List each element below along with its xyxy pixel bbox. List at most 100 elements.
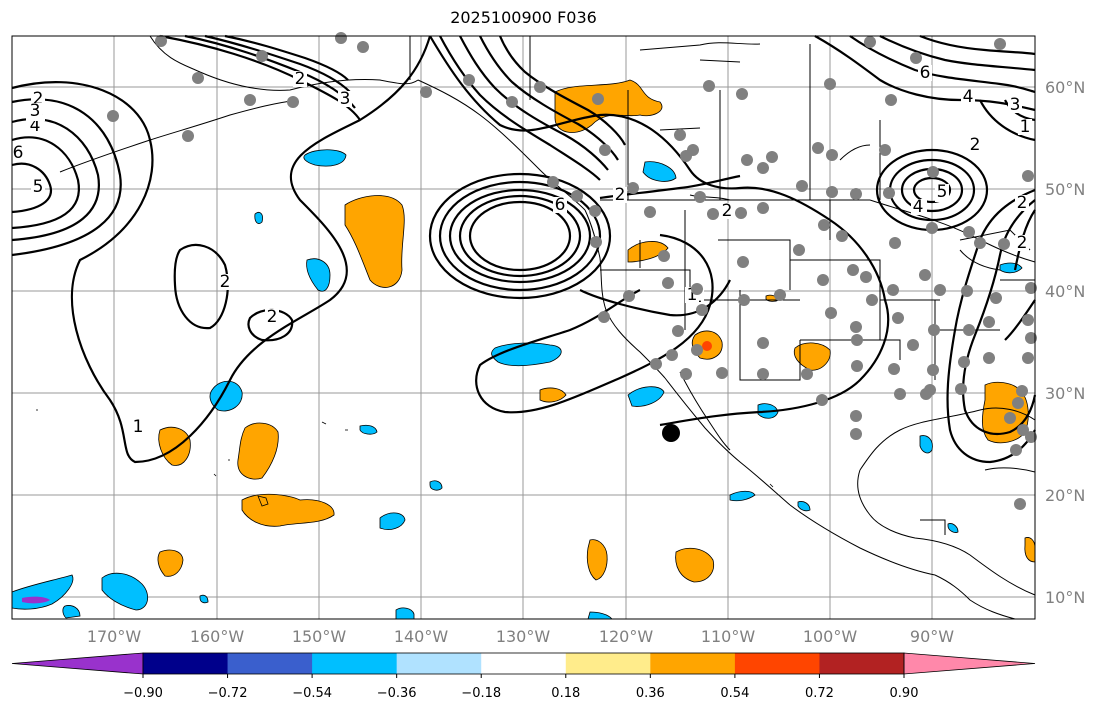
station-dot bbox=[1014, 498, 1026, 510]
station-dot bbox=[644, 206, 656, 218]
lon-label: 130°W bbox=[496, 627, 551, 646]
lat-label: 10°N bbox=[1045, 588, 1085, 607]
station-dot bbox=[1004, 412, 1016, 424]
station-dot bbox=[107, 110, 119, 122]
contour-label: 1 bbox=[687, 285, 698, 305]
contour-label: 2 bbox=[33, 89, 44, 109]
station-dot bbox=[599, 144, 611, 156]
station-dot bbox=[887, 284, 899, 296]
contour-label-halo bbox=[28, 103, 42, 119]
station-dot bbox=[287, 96, 299, 108]
station-dot bbox=[793, 244, 805, 256]
station-dot bbox=[506, 96, 518, 108]
contour-label-halo bbox=[1008, 97, 1022, 113]
contour-label: 4 bbox=[963, 87, 974, 107]
station-dot bbox=[571, 190, 583, 202]
colorbar-tick-label: −0.90 bbox=[123, 686, 163, 701]
contour-label: 4 bbox=[30, 116, 41, 136]
station-dot bbox=[894, 388, 906, 400]
station-dot bbox=[1022, 314, 1034, 326]
contour-label-halo bbox=[1018, 119, 1032, 135]
station-dot bbox=[817, 274, 829, 286]
contour-label-halo bbox=[28, 118, 42, 134]
strong-negative-region bbox=[22, 596, 50, 604]
station-dot bbox=[860, 271, 872, 283]
station-dot bbox=[812, 142, 824, 154]
contour-label: 3 bbox=[30, 101, 41, 121]
colorbar-tick-labels: −0.90 −0.72 −0.54 −0.36 −0.18 0.18 0.36 0.54 0.7… bbox=[123, 674, 918, 701]
lon-label: 120°W bbox=[599, 627, 654, 646]
station-dot bbox=[866, 294, 878, 306]
station-dot bbox=[883, 187, 895, 199]
station-dot bbox=[696, 304, 708, 316]
colorbar-bin-2 bbox=[312, 653, 398, 674]
station-dot bbox=[801, 368, 813, 380]
station-dot bbox=[927, 166, 939, 178]
station-dot bbox=[256, 50, 268, 62]
station-dot bbox=[672, 325, 684, 337]
station-dot bbox=[974, 237, 986, 249]
contour-label-halo bbox=[911, 199, 925, 215]
station-dot bbox=[927, 364, 939, 376]
contour-label: 5 bbox=[33, 177, 44, 197]
station-dot bbox=[674, 129, 686, 141]
station-dot bbox=[928, 324, 940, 336]
map-title: 2025100900 F036 bbox=[450, 8, 597, 27]
contour-label-halo bbox=[961, 89, 975, 105]
contour-label: 6 bbox=[555, 195, 566, 215]
station-dot bbox=[420, 86, 432, 98]
lat-label: 60°N bbox=[1045, 78, 1085, 97]
contour-label-halo bbox=[1015, 195, 1029, 211]
contour-label-halo bbox=[11, 145, 25, 161]
colorbar-bin-3 bbox=[396, 653, 482, 674]
contour-label: 1 bbox=[1020, 117, 1031, 137]
contour-label: 2 bbox=[722, 201, 733, 221]
station-dot bbox=[907, 339, 919, 351]
colorbar-bin-6 bbox=[650, 653, 736, 674]
station-dot bbox=[703, 80, 715, 92]
station-dot bbox=[650, 358, 662, 370]
station-dot bbox=[1025, 431, 1037, 443]
station-dot bbox=[888, 363, 900, 375]
station-dot bbox=[757, 337, 769, 349]
station-dot bbox=[1012, 397, 1024, 409]
station-dot bbox=[589, 205, 601, 217]
station-dot bbox=[851, 334, 863, 346]
graticule bbox=[12, 36, 1035, 619]
contour-label: 2 bbox=[970, 135, 981, 155]
lon-label: 100°W bbox=[803, 627, 858, 646]
station-dot bbox=[680, 368, 692, 380]
station-dot bbox=[961, 285, 973, 297]
station-dot bbox=[963, 226, 975, 238]
station-dot bbox=[1025, 282, 1037, 294]
station-dot bbox=[155, 35, 167, 47]
station-dot bbox=[889, 237, 901, 249]
station-dot bbox=[1022, 170, 1034, 182]
colorbar-bin-0 bbox=[143, 653, 229, 674]
station-dot bbox=[1017, 424, 1029, 436]
colorbar-tick-label: −0.72 bbox=[208, 686, 248, 701]
station-dot bbox=[757, 202, 769, 214]
colorbar-tick-label: 0.18 bbox=[551, 686, 580, 701]
lon-label: 140°W bbox=[394, 627, 449, 646]
colorbar-outline bbox=[142, 652, 905, 675]
contour-label-halo bbox=[553, 197, 567, 213]
station-dot bbox=[1022, 352, 1034, 364]
station-dot bbox=[735, 207, 747, 219]
positive-anomaly-regions bbox=[157, 79, 1036, 583]
station-dot bbox=[662, 277, 674, 289]
station-dot bbox=[694, 191, 706, 203]
station-dot bbox=[864, 36, 876, 48]
station-dot bbox=[707, 208, 719, 220]
station-dot bbox=[737, 256, 749, 268]
station-dot bbox=[825, 307, 837, 319]
colorbar-bin-8 bbox=[819, 653, 905, 674]
contour-label-group: 2346522116543226432154322123 bbox=[11, 63, 1032, 437]
contour-label: 6 bbox=[920, 63, 931, 83]
station-dot bbox=[994, 38, 1006, 50]
station-dot bbox=[592, 93, 604, 105]
contour-label-halo bbox=[265, 309, 279, 325]
contour-label: 2 bbox=[220, 272, 231, 292]
colorbar-bin-5 bbox=[565, 653, 651, 674]
